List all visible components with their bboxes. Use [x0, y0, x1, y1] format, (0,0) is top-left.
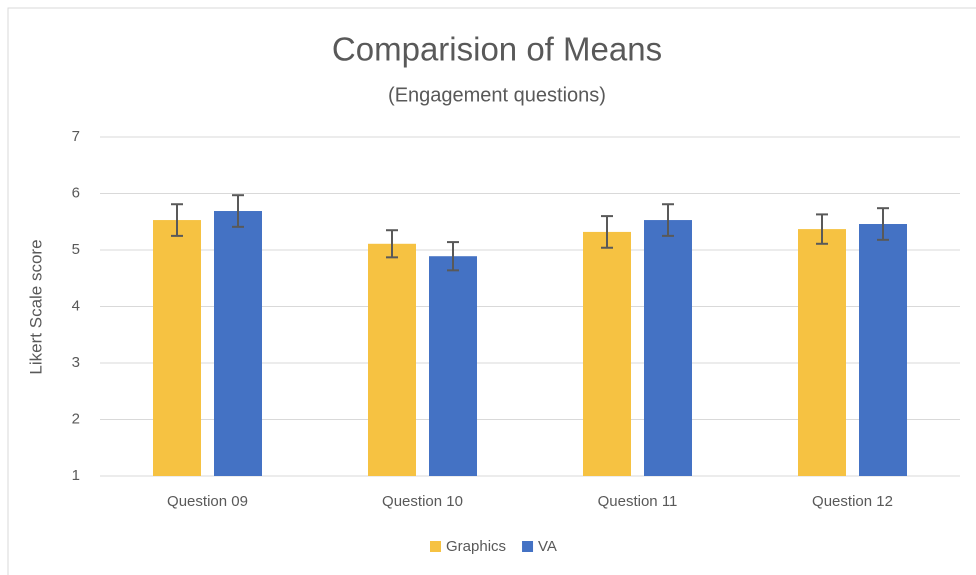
- chart-title: Comparision of Means: [332, 31, 662, 68]
- y-tick-label: 7: [72, 128, 80, 145]
- error-bar: [601, 215, 613, 249]
- x-tick-label: Question 10: [382, 493, 463, 510]
- x-tick-label: Question 12: [812, 493, 893, 510]
- bar: [859, 224, 907, 476]
- legend-swatch: [430, 541, 441, 552]
- x-tick-label: Question 11: [598, 493, 678, 510]
- y-tick-label: 1: [72, 467, 80, 484]
- y-tick-label: 6: [72, 184, 80, 201]
- y-tick-label: 5: [72, 241, 80, 258]
- y-tick-label: 3: [72, 354, 80, 371]
- bar: [429, 256, 477, 476]
- bar: [214, 211, 262, 476]
- chart-subtitle: (Engagement questions): [388, 84, 606, 106]
- bar: [644, 220, 692, 476]
- error-bar: [447, 241, 459, 272]
- x-tick-label: Question 09: [167, 493, 248, 510]
- bar: [798, 229, 846, 476]
- bar: [153, 220, 201, 476]
- y-tick-label: 4: [72, 297, 80, 314]
- legend-swatch: [522, 541, 534, 552]
- bar: [368, 243, 416, 476]
- error-bar: [816, 213, 828, 245]
- bar: [583, 231, 631, 476]
- legend-label: VA: [538, 538, 557, 555]
- legend-label: Graphics: [446, 538, 506, 555]
- error-bar: [232, 194, 244, 228]
- error-bar: [171, 203, 183, 237]
- error-bar: [662, 203, 674, 237]
- error-bar: [877, 207, 889, 241]
- y-tick-label: 2: [72, 410, 80, 427]
- y-axis-label: Likert Scale score: [26, 239, 45, 374]
- error-bar: [386, 229, 398, 259]
